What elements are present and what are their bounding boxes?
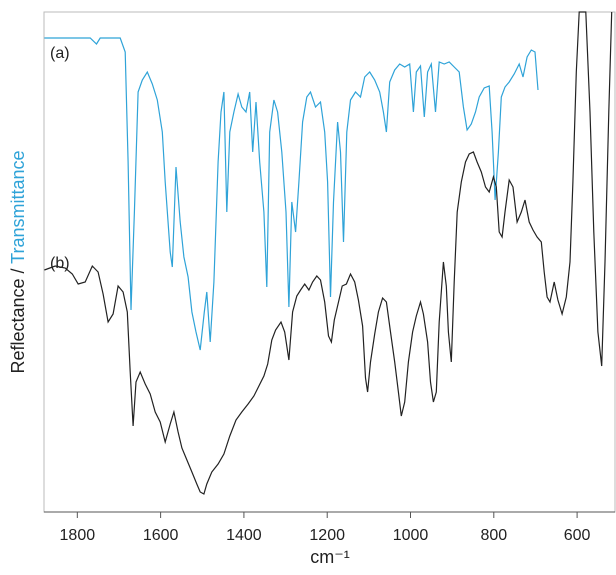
x-tick-label: 1200 <box>309 527 345 544</box>
series-label: (a) <box>50 45 70 62</box>
x-tick-label: 600 <box>564 527 591 544</box>
x-axis-label: cm⁻¹ <box>310 547 350 567</box>
x-tick-label: 800 <box>480 527 507 544</box>
x-tick-label: 1400 <box>226 527 262 544</box>
x-tick-label: 1000 <box>393 527 429 544</box>
spectrum-line <box>44 37 539 351</box>
y-axis-label-part: Transmittance <box>8 150 28 263</box>
x-tick-label: 1800 <box>60 527 96 544</box>
spectrum-line <box>44 11 613 495</box>
y-axis-label-part: Reflectance / <box>8 264 28 374</box>
y-axis-label: Reflectance / Transmittance <box>8 150 28 373</box>
x-tick-label: 1600 <box>143 527 179 544</box>
